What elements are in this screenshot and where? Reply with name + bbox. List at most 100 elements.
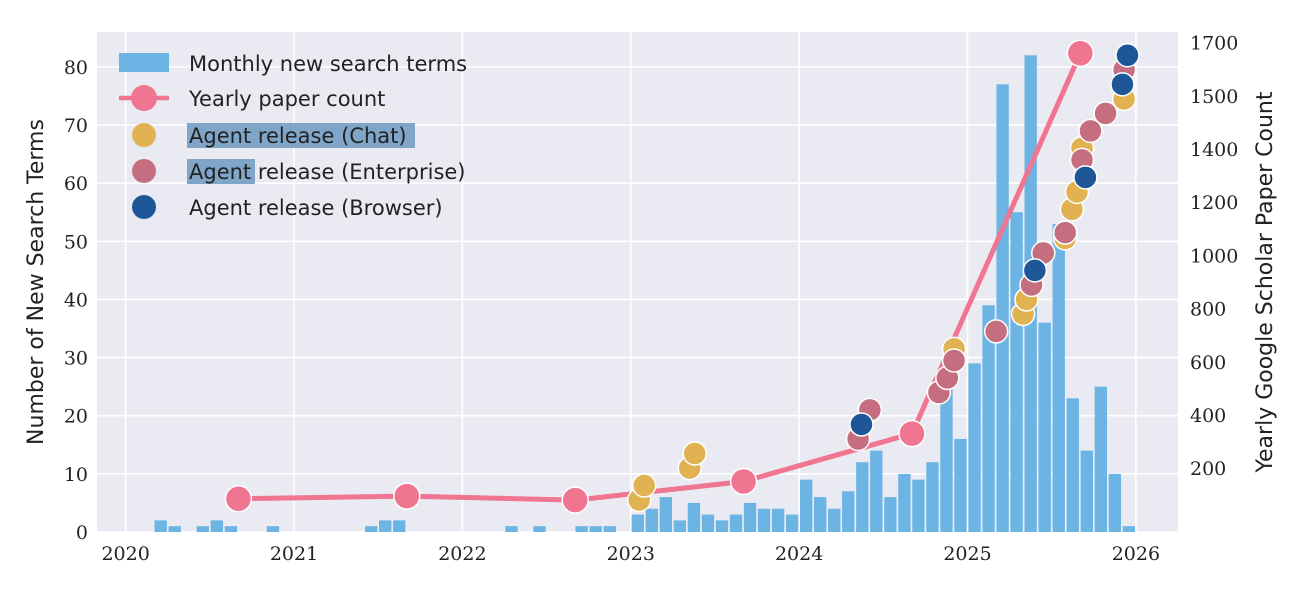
legend-swatch-bars [119,53,169,72]
bar-month-37 [645,508,658,532]
bar-month-17 [365,526,378,532]
bar-month-6 [210,520,224,532]
release-browser-point-4 [1115,43,1140,68]
bar-month-65 [1038,322,1051,532]
y-left-tick-label-80: 80 [64,57,88,79]
y-left-tick-label-30: 30 [64,348,88,370]
bar-month-71 [1122,526,1136,532]
legend-highlight-agent [187,159,255,184]
bar-month-42 [715,520,729,532]
release-enterprise-point-5 [983,319,1009,344]
bar-month-53 [870,450,883,532]
bar-month-36 [631,514,644,532]
y-right-tick-label-8: 1700 [1190,33,1238,55]
release-browser-point-2 [1073,165,1098,190]
bar-month-59 [954,438,967,532]
bar-month-10 [266,526,280,532]
x-tick-label-2021: 2021 [270,543,318,565]
bar-month-32 [575,526,588,532]
yearly-paper-point-3 [729,467,758,496]
bar-month-45 [757,508,771,532]
y-right-tick-label-5: 1200 [1190,192,1238,214]
legend: Monthly new search terms Yearly paper co… [119,52,467,220]
y-right-tick-label-0: 200 [1190,458,1226,480]
y-right-tick-label-1: 400 [1190,405,1226,427]
legend-swatch-chat [132,123,156,147]
y-axis-right-ticks: 200 400 600 800 1000 1200 1400 1500 1700 [1190,33,1238,481]
yearly-paper-point-5 [1066,39,1095,68]
bar-month-3 [168,526,181,532]
bar-month-69 [1094,386,1107,532]
scatter-agent-releases [626,43,1140,513]
y-right-tick-label-4: 1000 [1190,245,1238,267]
bar-month-50 [828,508,841,532]
bar-month-18 [379,520,392,532]
bar-month-52 [856,462,869,532]
bar-month-57 [926,462,939,532]
bar-month-41 [701,514,715,532]
y-left-tick-label-60: 60 [64,173,88,195]
bar-month-2 [154,520,167,532]
bar-month-7 [224,526,238,532]
bar-month-62 [996,84,1009,532]
y-left-tick-label-0: 0 [76,522,88,544]
y-left-tick-label-70: 70 [64,115,88,137]
bar-month-44 [743,502,757,532]
y-left-tick-label-20: 20 [64,406,88,428]
bar-month-38 [659,497,673,532]
x-tick-label-2023: 2023 [607,543,655,565]
bar-month-54 [884,497,897,532]
legend-swatch-enterprise [132,159,156,183]
release-chat-point-1 [631,473,657,498]
bar-month-19 [393,520,406,532]
bar-month-55 [898,473,911,532]
yearly-paper-point-2 [561,486,589,514]
x-tick-label-2022: 2022 [438,543,486,565]
release-browser-point-3 [1110,72,1135,97]
bar-month-40 [687,502,701,532]
legend-swatch-line-marker [131,85,157,111]
y-right-tick-label-2: 600 [1190,352,1226,374]
y-right-tick-label-7: 1500 [1190,86,1238,108]
yearly-paper-point-4 [898,419,926,448]
x-axis-ticks: 2020 2021 2022 2023 2024 2025 2026 [101,543,1160,565]
bar-month-58 [940,386,953,532]
x-tick-label-2024: 2024 [775,543,823,565]
bar-month-46 [771,508,785,532]
x-tick-label-2025: 2025 [943,543,991,565]
bar-month-34 [603,526,616,532]
bar-month-63 [1010,212,1023,533]
release-browser-point-0 [849,412,874,437]
bar-month-43 [729,514,743,532]
legend-label-chat: Agent release (Chat) [189,124,407,148]
bar-month-39 [673,520,687,532]
bar-month-51 [842,491,855,532]
release-browser-point-1 [1022,258,1048,283]
bar-month-61 [982,305,995,532]
y-left-tick-label-10: 10 [64,464,88,486]
bar-month-47 [785,514,799,532]
release-enterprise-point-4 [941,348,967,373]
x-tick-label-2026: 2026 [1112,543,1160,565]
y-axis-right-label: Yearly Google Scholar Paper Count [1253,91,1278,473]
yearly-paper-point-1 [393,482,421,510]
y-axis-left-ticks: 0 10 20 30 40 50 60 70 80 [64,57,88,544]
bar-month-27 [505,526,518,532]
y-right-tick-label-6: 1400 [1190,139,1238,161]
bar-month-29 [533,526,546,532]
yearly-paper-point-0 [224,485,253,513]
bar-month-60 [968,363,981,532]
bar-month-49 [814,497,827,532]
x-tick-label-2020: 2020 [101,543,149,565]
legend-label-browser: Agent release (Browser) [189,196,443,220]
bar-month-70 [1108,473,1122,532]
y-axis-left-label: Number of New Search Terms [24,119,49,445]
legend-label-bars: Monthly new search terms [189,52,467,76]
bar-month-66 [1052,223,1065,532]
release-chat-point-3 [682,441,707,466]
y-right-tick-label-3: 800 [1190,299,1226,321]
y-left-tick-label-50: 50 [64,231,88,253]
legend-label-enterprise: Agent release (Enterprise) [189,160,466,184]
legend-swatch-browser [132,195,156,219]
